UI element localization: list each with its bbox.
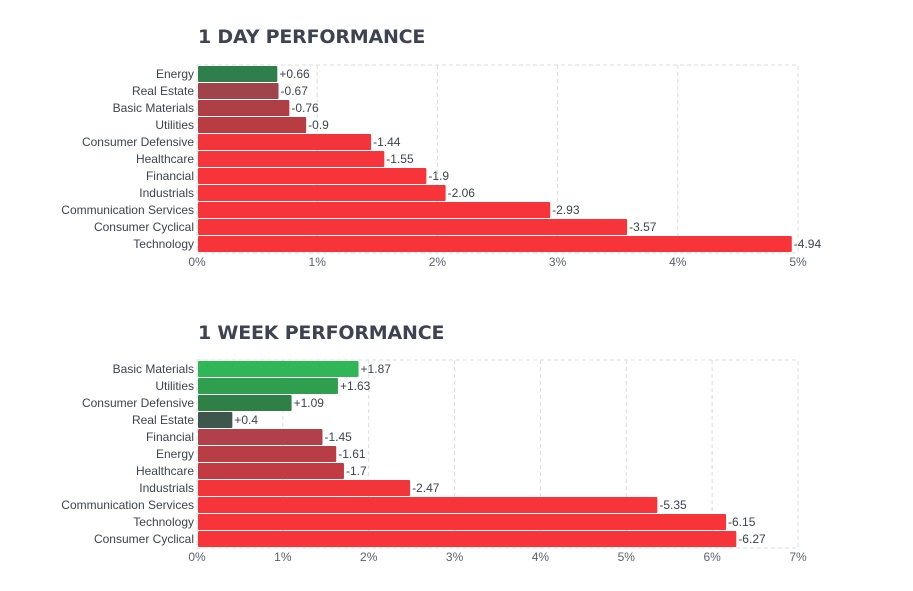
c1-category-label: Industrials [139,481,194,495]
c1-bar[interactable] [198,395,292,411]
c0-bar[interactable] [198,185,446,201]
c1-x-tick-label: 4% [532,550,550,564]
c1-category-label: Consumer Cyclical [94,532,194,546]
c0-x-tick-label: 1% [309,255,327,269]
c1-x-tick-label: 1% [274,550,292,564]
c0-value-label: -3.57 [629,220,657,234]
bar-chart-week: 0% 1% 2% 3% 4% 5% 6% 7% Basic Materials +1.87 Util… [61,359,807,564]
c1-bar[interactable] [198,480,411,496]
c0-bar[interactable] [198,83,279,99]
c1-x-tick-label: 3% [446,550,464,564]
c1-x-tick-label: 5% [618,550,636,564]
c0-bar[interactable] [198,236,792,252]
chart-title-day: 1 DAY PERFORMANCE [198,26,426,48]
c0-bar[interactable] [198,100,290,116]
c0-value-label: -2.06 [448,186,476,200]
c1-value-label: -1.45 [324,430,352,444]
c1-category-label: Financial [146,430,194,444]
c1-bar[interactable] [198,497,658,513]
c0-category-label: Healthcare [136,152,194,166]
c0-bar[interactable] [198,151,385,167]
c0-category-label: Industrials [139,186,194,200]
c1-category-label: Basic Materials [113,362,194,376]
c1-bar[interactable] [198,514,727,530]
c0-value-label: +0.66 [279,67,310,81]
c0-x-tick-label: 3% [549,255,567,269]
c1-category-label: Utilities [155,379,194,393]
c1-bar[interactable] [198,429,323,445]
c0-category-label: Communication Services [61,203,194,217]
c0-category-label: Energy [156,67,194,81]
c1-bar[interactable] [198,378,338,394]
c1-plot-frame [196,359,799,549]
c0-value-label: -1.9 [428,169,449,183]
c1-value-label: +1.09 [294,396,325,410]
c1-x-tick-label: 2% [360,550,378,564]
c0-value-label: -0.67 [281,84,309,98]
c0-value-label: -1.44 [373,135,401,149]
c1-value-label: +0.4 [234,413,258,427]
c0-x-tick-label: 0% [188,255,206,269]
c0-bar[interactable] [198,66,278,82]
c1-value-label: -2.47 [412,481,440,495]
c0-x-tick-label: 2% [429,255,447,269]
c1-bar[interactable] [198,412,233,428]
c0-category-label: Consumer Defensive [82,135,194,149]
c0-x-tick-label: 5% [789,255,807,269]
c0-value-label: -4.94 [794,237,822,251]
c1-value-label: -1.7 [346,464,367,478]
c0-value-label: -0.76 [291,101,319,115]
c0-category-label: Real Estate [132,84,194,98]
c1-x-tick-label: 0% [188,550,206,564]
c1-category-label: Healthcare [136,464,194,478]
c0-bar[interactable] [198,117,307,133]
chart-title-week: 1 WEEK PERFORMANCE [198,322,445,344]
c1-bar[interactable] [198,446,337,462]
c1-value-label: -1.61 [338,447,366,461]
c0-x-tick-label: 4% [669,255,687,269]
c1-category-label: Real Estate [132,413,194,427]
c0-category-label: Utilities [155,118,194,132]
c1-value-label: -5.35 [659,498,687,512]
c1-category-label: Energy [156,447,194,461]
c0-category-label: Technology [133,237,194,251]
bar-chart-day: 0% 1% 2% 3% 4% 5% Energy +0.66 Real Estate -0.67 B… [61,64,822,269]
c1-value-label: +1.87 [361,362,392,376]
c0-category-label: Consumer Cyclical [94,220,194,234]
c1-category-label: Consumer Defensive [82,396,194,410]
c0-bar[interactable] [198,134,372,150]
c1-bar[interactable] [198,361,359,377]
c1-value-label: -6.15 [728,515,756,529]
c0-bar[interactable] [198,168,427,184]
c1-bar[interactable] [198,531,737,547]
c1-category-label: Communication Services [61,498,194,512]
c0-category-label: Basic Materials [113,101,194,115]
c0-category-label: Financial [146,169,194,183]
c1-x-tick-label: 7% [789,550,807,564]
c1-category-label: Technology [133,515,194,529]
c0-value-label: -1.55 [386,152,414,166]
c1-bar[interactable] [198,463,344,479]
c0-value-label: -2.93 [552,203,580,217]
c0-value-label: -0.9 [308,118,329,132]
c1-x-tick-label: 6% [703,550,721,564]
c0-bar[interactable] [198,202,551,218]
c1-value-label: +1.63 [340,379,371,393]
c0-bar[interactable] [198,219,628,235]
c0-plot-frame [196,64,799,254]
c1-value-label: -6.27 [738,532,766,546]
